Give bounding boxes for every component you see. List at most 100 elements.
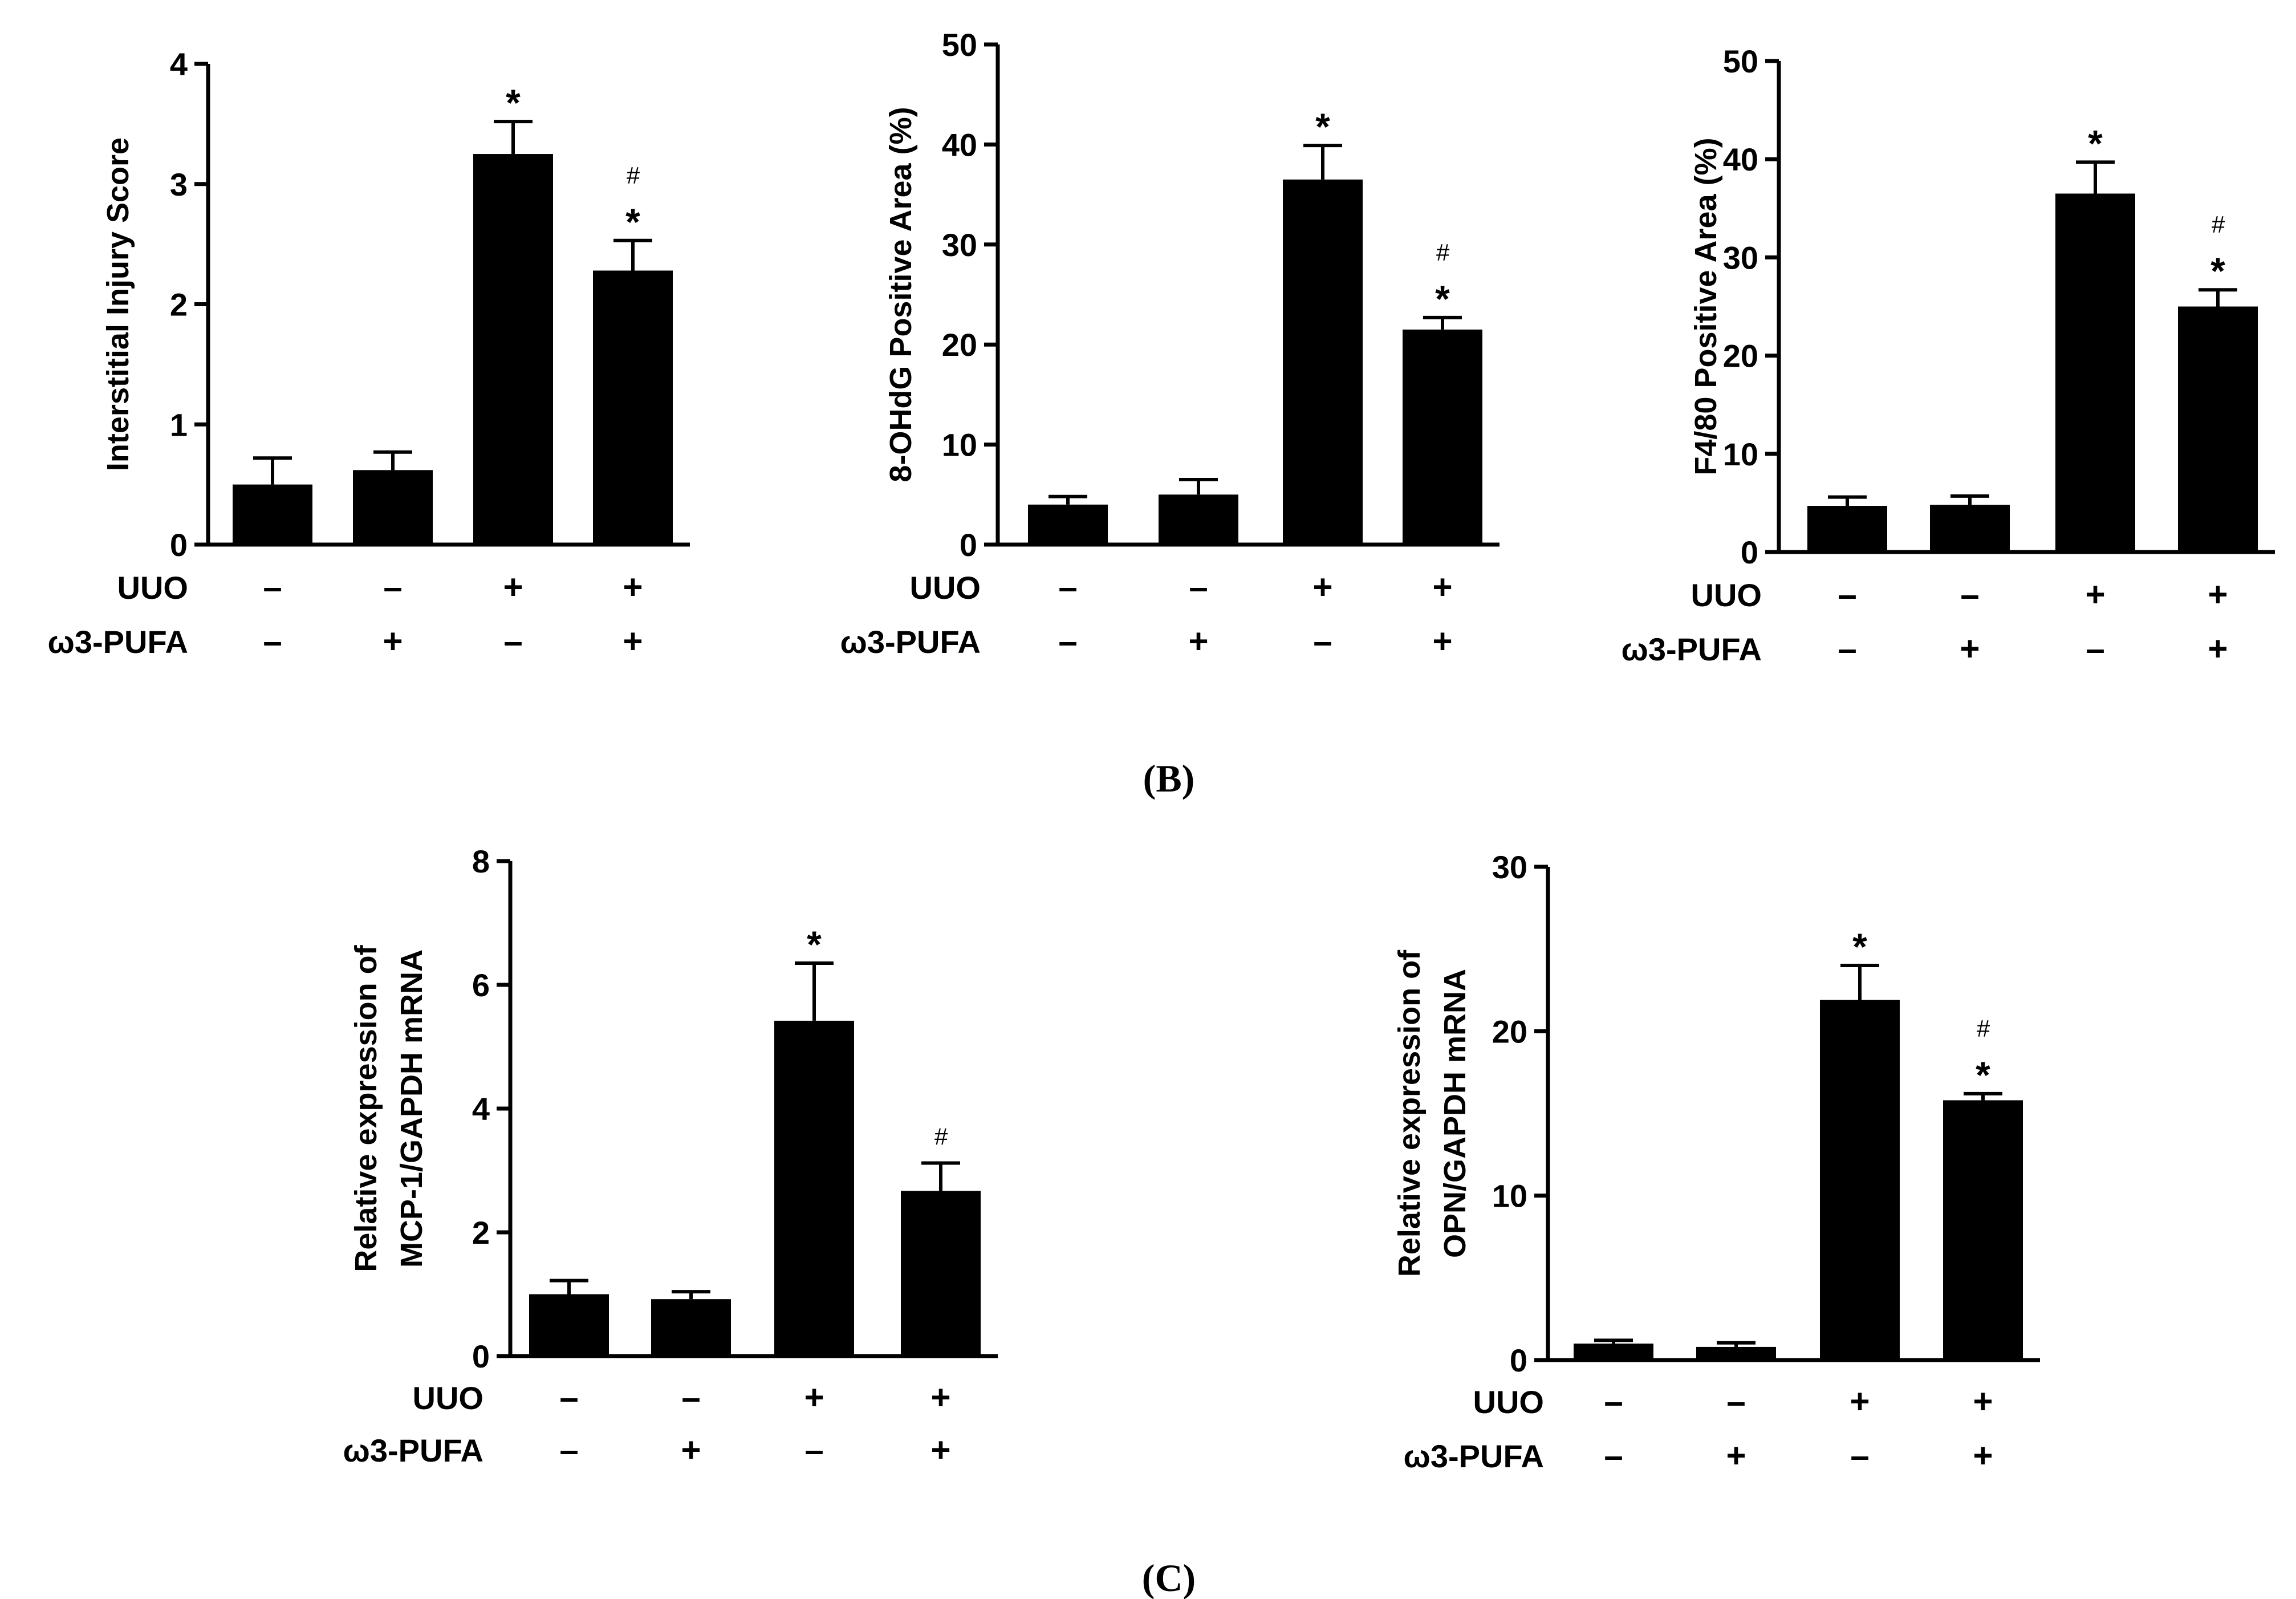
bar xyxy=(1820,1000,1900,1360)
condition-sign: + xyxy=(681,1431,701,1469)
condition-sign: + xyxy=(804,1378,824,1417)
condition-sign: – xyxy=(1726,1382,1745,1421)
y-tick-label: 50 xyxy=(1723,43,1758,79)
bar xyxy=(1943,1100,2023,1360)
condition-sign: + xyxy=(623,568,643,606)
chart-3: 0 10 20 30 40 50 F4/80 Positive Area (%) * * # UUO… xyxy=(1622,43,2275,668)
y-axis-label: Relative expression of xyxy=(1392,949,1427,1277)
condition-sign: + xyxy=(2208,575,2228,614)
condition-sign: – xyxy=(1838,575,1856,614)
y-tick-label: 10 xyxy=(1723,436,1758,472)
y-tick-label: 2 xyxy=(170,287,188,323)
condition-sign: – xyxy=(1058,568,1077,606)
bar xyxy=(593,270,673,545)
y-axis-label: MCP-1/GAPDH mRNA xyxy=(395,949,429,1268)
y-axis-label: Relative expression of xyxy=(349,944,383,1272)
condition-row-label: ω3-PUFA xyxy=(343,1432,483,1468)
significance-hash: # xyxy=(1976,1015,1990,1042)
y-axis-label: OPN/GAPDH mRNA xyxy=(1438,969,1472,1258)
condition-row-label: ω3-PUFA xyxy=(1404,1438,1544,1474)
chart-2: 0 10 20 30 40 50 8-OHdG Positive Area (%) * * # UU… xyxy=(840,27,1499,660)
bar xyxy=(1028,504,1108,545)
condition-row-label: ω3-PUFA xyxy=(48,624,188,660)
panel-label-b: (B) xyxy=(1143,757,1195,800)
bar xyxy=(1696,1346,1776,1360)
significance-star: * xyxy=(1976,1054,1990,1096)
condition-row-label: UUO xyxy=(1473,1384,1544,1420)
charts-layer: 0 1 2 3 4 Interstitial Injury Score * * # UUO – – + +… xyxy=(48,27,2275,1475)
y-tick-label: 6 xyxy=(472,967,490,1003)
y-tick-label: 4 xyxy=(170,46,188,82)
bar xyxy=(1283,179,1363,545)
condition-sign: – xyxy=(263,568,282,606)
condition-sign: + xyxy=(1188,622,1208,660)
condition-sign: – xyxy=(1313,622,1332,660)
condition-sign: – xyxy=(1604,1436,1623,1475)
condition-sign: – xyxy=(263,622,282,660)
y-tick-label: 0 xyxy=(472,1338,490,1374)
y-tick-label: 4 xyxy=(472,1091,490,1127)
bar xyxy=(651,1299,731,1356)
y-tick-label: 20 xyxy=(942,327,977,363)
condition-sign: – xyxy=(2086,630,2104,668)
significance-star: * xyxy=(625,201,640,243)
y-tick-label: 10 xyxy=(1492,1178,1527,1214)
bar xyxy=(1807,506,1887,552)
condition-sign: – xyxy=(1960,575,1979,614)
significance-hash: # xyxy=(626,162,640,189)
y-tick-label: 50 xyxy=(942,27,977,63)
y-tick-label: 20 xyxy=(1492,1013,1527,1049)
chart-1: 0 1 2 3 4 Interstitial Injury Score * * # UUO – – + +… xyxy=(48,46,690,660)
condition-sign: + xyxy=(1726,1436,1746,1475)
condition-sign: + xyxy=(1960,630,1980,668)
condition-sign: + xyxy=(1432,568,1452,606)
bar xyxy=(233,484,312,545)
y-tick-label: 30 xyxy=(942,227,977,263)
condition-sign: + xyxy=(1973,1436,1993,1475)
condition-sign: – xyxy=(1838,630,1856,668)
significance-star: * xyxy=(1435,278,1450,320)
condition-sign: – xyxy=(681,1378,700,1417)
significance-hash: # xyxy=(2211,211,2225,238)
bar xyxy=(473,154,553,545)
y-tick-label: 0 xyxy=(170,527,188,563)
bar xyxy=(1159,494,1238,545)
bar xyxy=(353,470,433,545)
condition-sign: + xyxy=(623,622,643,660)
significance-star: * xyxy=(506,82,521,124)
bar xyxy=(1574,1344,1653,1360)
condition-sign: – xyxy=(559,1431,578,1469)
y-tick-label: 10 xyxy=(942,427,977,463)
condition-sign: – xyxy=(559,1378,578,1417)
significance-star: * xyxy=(2210,250,2225,292)
condition-sign: – xyxy=(804,1431,823,1469)
bar xyxy=(1403,329,1482,545)
y-axis-label: 8-OHdG Positive Area (%) xyxy=(884,107,918,482)
condition-row-label: ω3-PUFA xyxy=(840,624,981,660)
bar xyxy=(1930,505,2010,552)
bar xyxy=(901,1191,981,1356)
condition-sign: + xyxy=(2085,575,2105,614)
y-tick-label: 0 xyxy=(960,527,977,563)
condition-sign: – xyxy=(383,568,402,606)
condition-sign: – xyxy=(503,622,522,660)
y-tick-label: 1 xyxy=(170,407,188,443)
y-tick-label: 8 xyxy=(472,843,490,879)
condition-sign: + xyxy=(503,568,523,606)
panel-label-c: (C) xyxy=(1142,1556,1196,1599)
y-tick-label: 0 xyxy=(1510,1342,1527,1378)
condition-row-label: ω3-PUFA xyxy=(1622,631,1762,667)
condition-row-label: UUO xyxy=(1691,577,1762,613)
condition-sign: + xyxy=(1432,622,1452,660)
bar xyxy=(2178,306,2258,552)
y-tick-label: 3 xyxy=(170,167,188,202)
bar xyxy=(529,1294,609,1356)
y-tick-label: 20 xyxy=(1723,338,1758,374)
bar xyxy=(774,1020,854,1356)
significance-hash: # xyxy=(1436,239,1449,266)
condition-sign: + xyxy=(383,622,403,660)
condition-sign: – xyxy=(1604,1382,1623,1421)
condition-sign: + xyxy=(2208,630,2228,668)
